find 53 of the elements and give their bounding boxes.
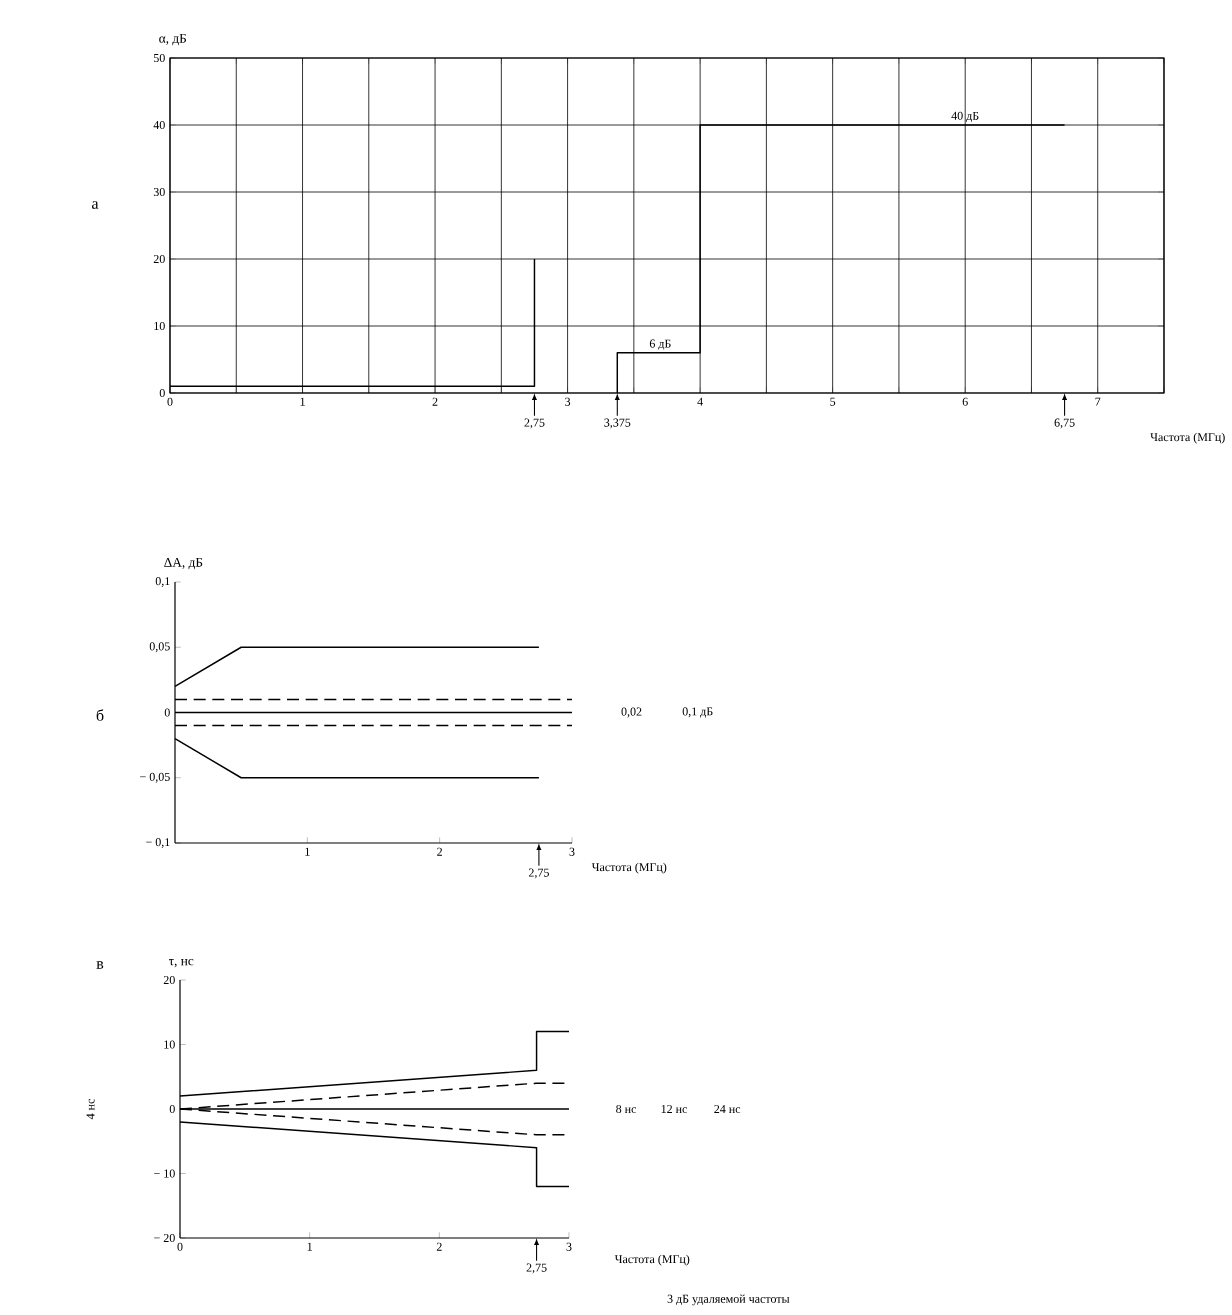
chart-title: в: [96, 961, 104, 969]
y-tick-label: − 20: [154, 1233, 175, 1243]
x-axis-title: Частота (МГц): [591, 862, 667, 874]
x-tick-label: 3: [565, 397, 571, 406]
y-tick-label: − 0,1: [146, 838, 170, 848]
y-axis-title: α, дБ: [159, 33, 187, 46]
x-tick-label: 6: [962, 397, 968, 406]
text: а: [92, 201, 99, 209]
text: 3 дБ удаляемой частоты: [667, 1294, 790, 1306]
x-tick-label: 3: [566, 1242, 572, 1251]
text: 2,75: [526, 1263, 547, 1274]
y-tick-label: 30: [153, 187, 165, 197]
x-tick-label: 2: [432, 397, 438, 406]
x-tick-label: 0: [177, 1242, 183, 1251]
x-tick-label: 5: [830, 397, 836, 406]
x-tick-label: 4: [697, 397, 703, 406]
y-tick-label: 10: [154, 321, 165, 331]
text: 4 нс: [86, 1098, 95, 1120]
y-tick-label: 20: [163, 975, 175, 985]
x-axis-title: Частота (МГц): [614, 1254, 690, 1266]
x-tick-label: 1: [305, 847, 310, 856]
y-tick-label: − 0,05: [140, 772, 170, 783]
text: 8 нс: [616, 1104, 637, 1114]
y-tick-label: 50: [153, 53, 165, 63]
x-tick-label: 7: [1095, 397, 1101, 406]
text: 6,75: [1054, 418, 1075, 429]
y-tick-label: 0: [164, 708, 170, 717]
y-axis-title: ΔA, дБ: [164, 557, 203, 570]
y-tick-label: 0,1: [155, 577, 170, 587]
y-tick-label: 40: [153, 120, 165, 130]
y-tick-label: − 10: [154, 1169, 175, 1178]
x-tick-label: 2: [437, 847, 442, 856]
text: 12 нс: [661, 1104, 688, 1114]
text: б: [96, 709, 104, 721]
text: 2,75: [528, 868, 549, 879]
text: 24 нс: [714, 1104, 741, 1114]
text: 0,02: [621, 707, 642, 718]
y-tick-label: 20: [153, 254, 165, 264]
x-axis-title: Частота (МГц): [1150, 432, 1225, 444]
x-tick-label: 1: [300, 397, 305, 406]
annotation: 40 дБ: [951, 111, 979, 123]
text: 2,75: [524, 418, 545, 429]
annotation: 6 дБ: [649, 339, 671, 350]
y-tick-label: 0: [159, 388, 165, 398]
text: 0,1 дБ: [682, 707, 713, 718]
y-axis-title: τ, нс: [169, 958, 194, 968]
x-tick-label: 1: [307, 1242, 312, 1251]
y-tick-label: 10: [164, 1040, 175, 1049]
x-tick-label: 2: [436, 1242, 442, 1251]
text: 3,375: [604, 418, 631, 429]
x-tick-label: 3: [569, 847, 575, 856]
y-tick-label: 0,05: [149, 642, 170, 653]
y-tick-label: 0: [169, 1104, 175, 1114]
